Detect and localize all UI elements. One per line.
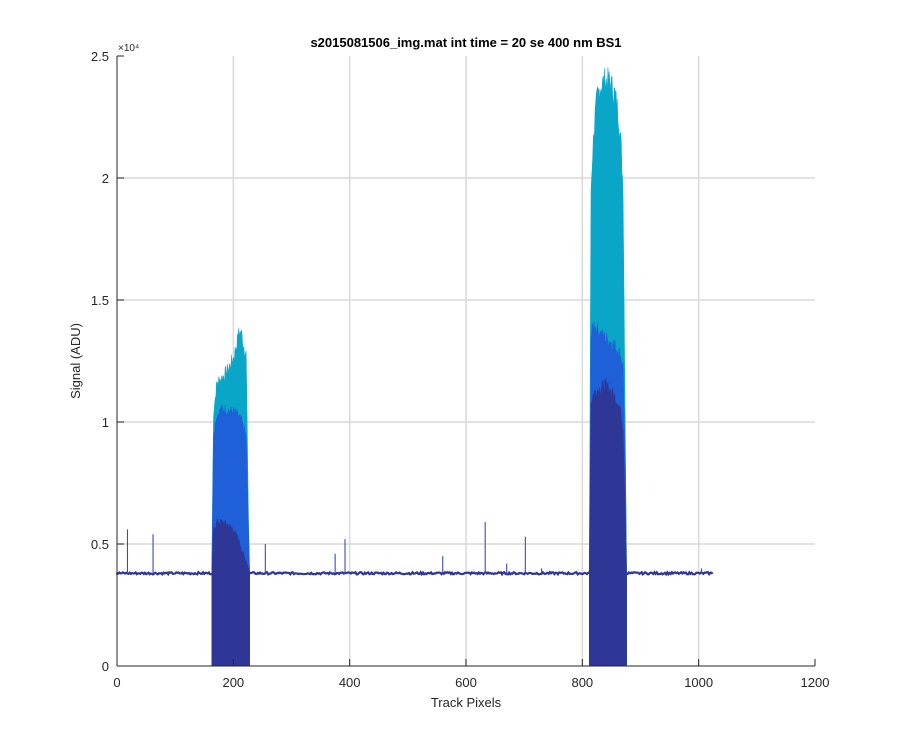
y-axis-label: Signal (ADU) (68, 323, 83, 399)
baseline-trace (115, 570, 714, 577)
x-tick-label: 1200 (801, 675, 830, 690)
y-tick-label: 1 (102, 415, 109, 430)
x-tick-label: 1000 (684, 675, 713, 690)
y-tick-label: 0 (102, 659, 109, 674)
chart-title: s2015081506_img.mat int time = 20 se 400… (310, 35, 621, 50)
x-tick-label: 400 (339, 675, 361, 690)
x-tick-labels: 0 200 400 600 800 1000 1200 (113, 675, 829, 690)
x-tick-label: 200 (222, 675, 244, 690)
x-tick-label: 800 (571, 675, 593, 690)
y-tick-label: 1.5 (91, 293, 109, 308)
y-tick-labels: 0 0.5 1 1.5 2 2.5 (91, 49, 109, 674)
y-axis-exponent: ×10⁴ (118, 43, 139, 54)
x-tick-label: 0 (113, 675, 120, 690)
x-tick-label: 600 (455, 675, 477, 690)
series-area (211, 518, 250, 667)
y-tick-label: 0.5 (91, 537, 109, 552)
tick-marks (116, 55, 816, 667)
y-tick-label: 2.5 (91, 49, 109, 64)
data-areas (115, 67, 714, 667)
y-tick-label: 2 (102, 171, 109, 186)
series-area (589, 378, 627, 667)
x-axis-label: Track Pixels (431, 695, 502, 710)
grid-lines (117, 56, 815, 666)
